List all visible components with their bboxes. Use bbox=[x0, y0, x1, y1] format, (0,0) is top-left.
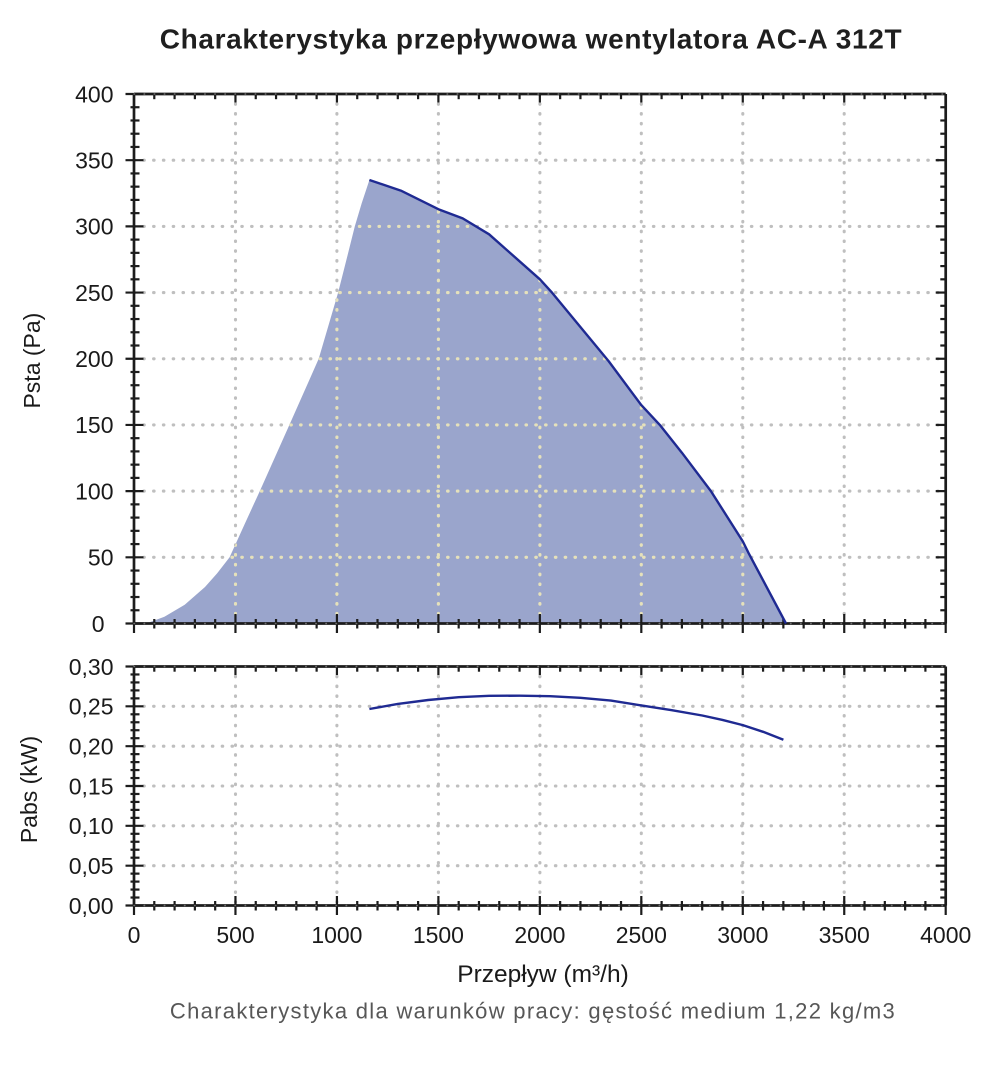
svg-text:300: 300 bbox=[75, 214, 113, 240]
svg-text:0,10: 0,10 bbox=[69, 813, 114, 839]
svg-text:0,30: 0,30 bbox=[69, 654, 114, 680]
svg-text:3000: 3000 bbox=[717, 922, 768, 948]
svg-text:2500: 2500 bbox=[616, 922, 667, 948]
svg-text:2000: 2000 bbox=[514, 922, 565, 948]
svg-text:Charakterystyka przepływowa we: Charakterystyka przepływowa wentylatora … bbox=[160, 24, 902, 55]
svg-text:4000: 4000 bbox=[920, 922, 971, 948]
svg-text:3500: 3500 bbox=[819, 922, 870, 948]
svg-text:0,00: 0,00 bbox=[69, 893, 114, 919]
svg-text:Psta (Pa): Psta (Pa) bbox=[19, 313, 45, 409]
svg-text:350: 350 bbox=[75, 148, 113, 174]
svg-text:0,25: 0,25 bbox=[69, 694, 114, 720]
svg-text:0: 0 bbox=[92, 611, 105, 637]
svg-text:200: 200 bbox=[75, 346, 113, 372]
svg-text:500: 500 bbox=[216, 922, 254, 948]
svg-text:Przepływ (m³/h): Przepływ (m³/h) bbox=[457, 961, 629, 988]
svg-text:100: 100 bbox=[75, 478, 113, 504]
svg-text:0,15: 0,15 bbox=[69, 773, 114, 799]
svg-text:1000: 1000 bbox=[311, 922, 362, 948]
svg-text:250: 250 bbox=[75, 280, 113, 306]
svg-text:Pabs (kW): Pabs (kW) bbox=[16, 736, 42, 843]
svg-text:1500: 1500 bbox=[413, 922, 464, 948]
svg-text:0,05: 0,05 bbox=[69, 853, 114, 879]
svg-text:50: 50 bbox=[88, 545, 114, 571]
svg-text:400: 400 bbox=[75, 81, 113, 107]
svg-text:0: 0 bbox=[128, 922, 141, 948]
svg-text:150: 150 bbox=[75, 412, 113, 438]
svg-text:Charakterystyka dla warunków p: Charakterystyka dla warunków pracy: gęst… bbox=[170, 999, 896, 1024]
svg-text:0,20: 0,20 bbox=[69, 734, 114, 760]
